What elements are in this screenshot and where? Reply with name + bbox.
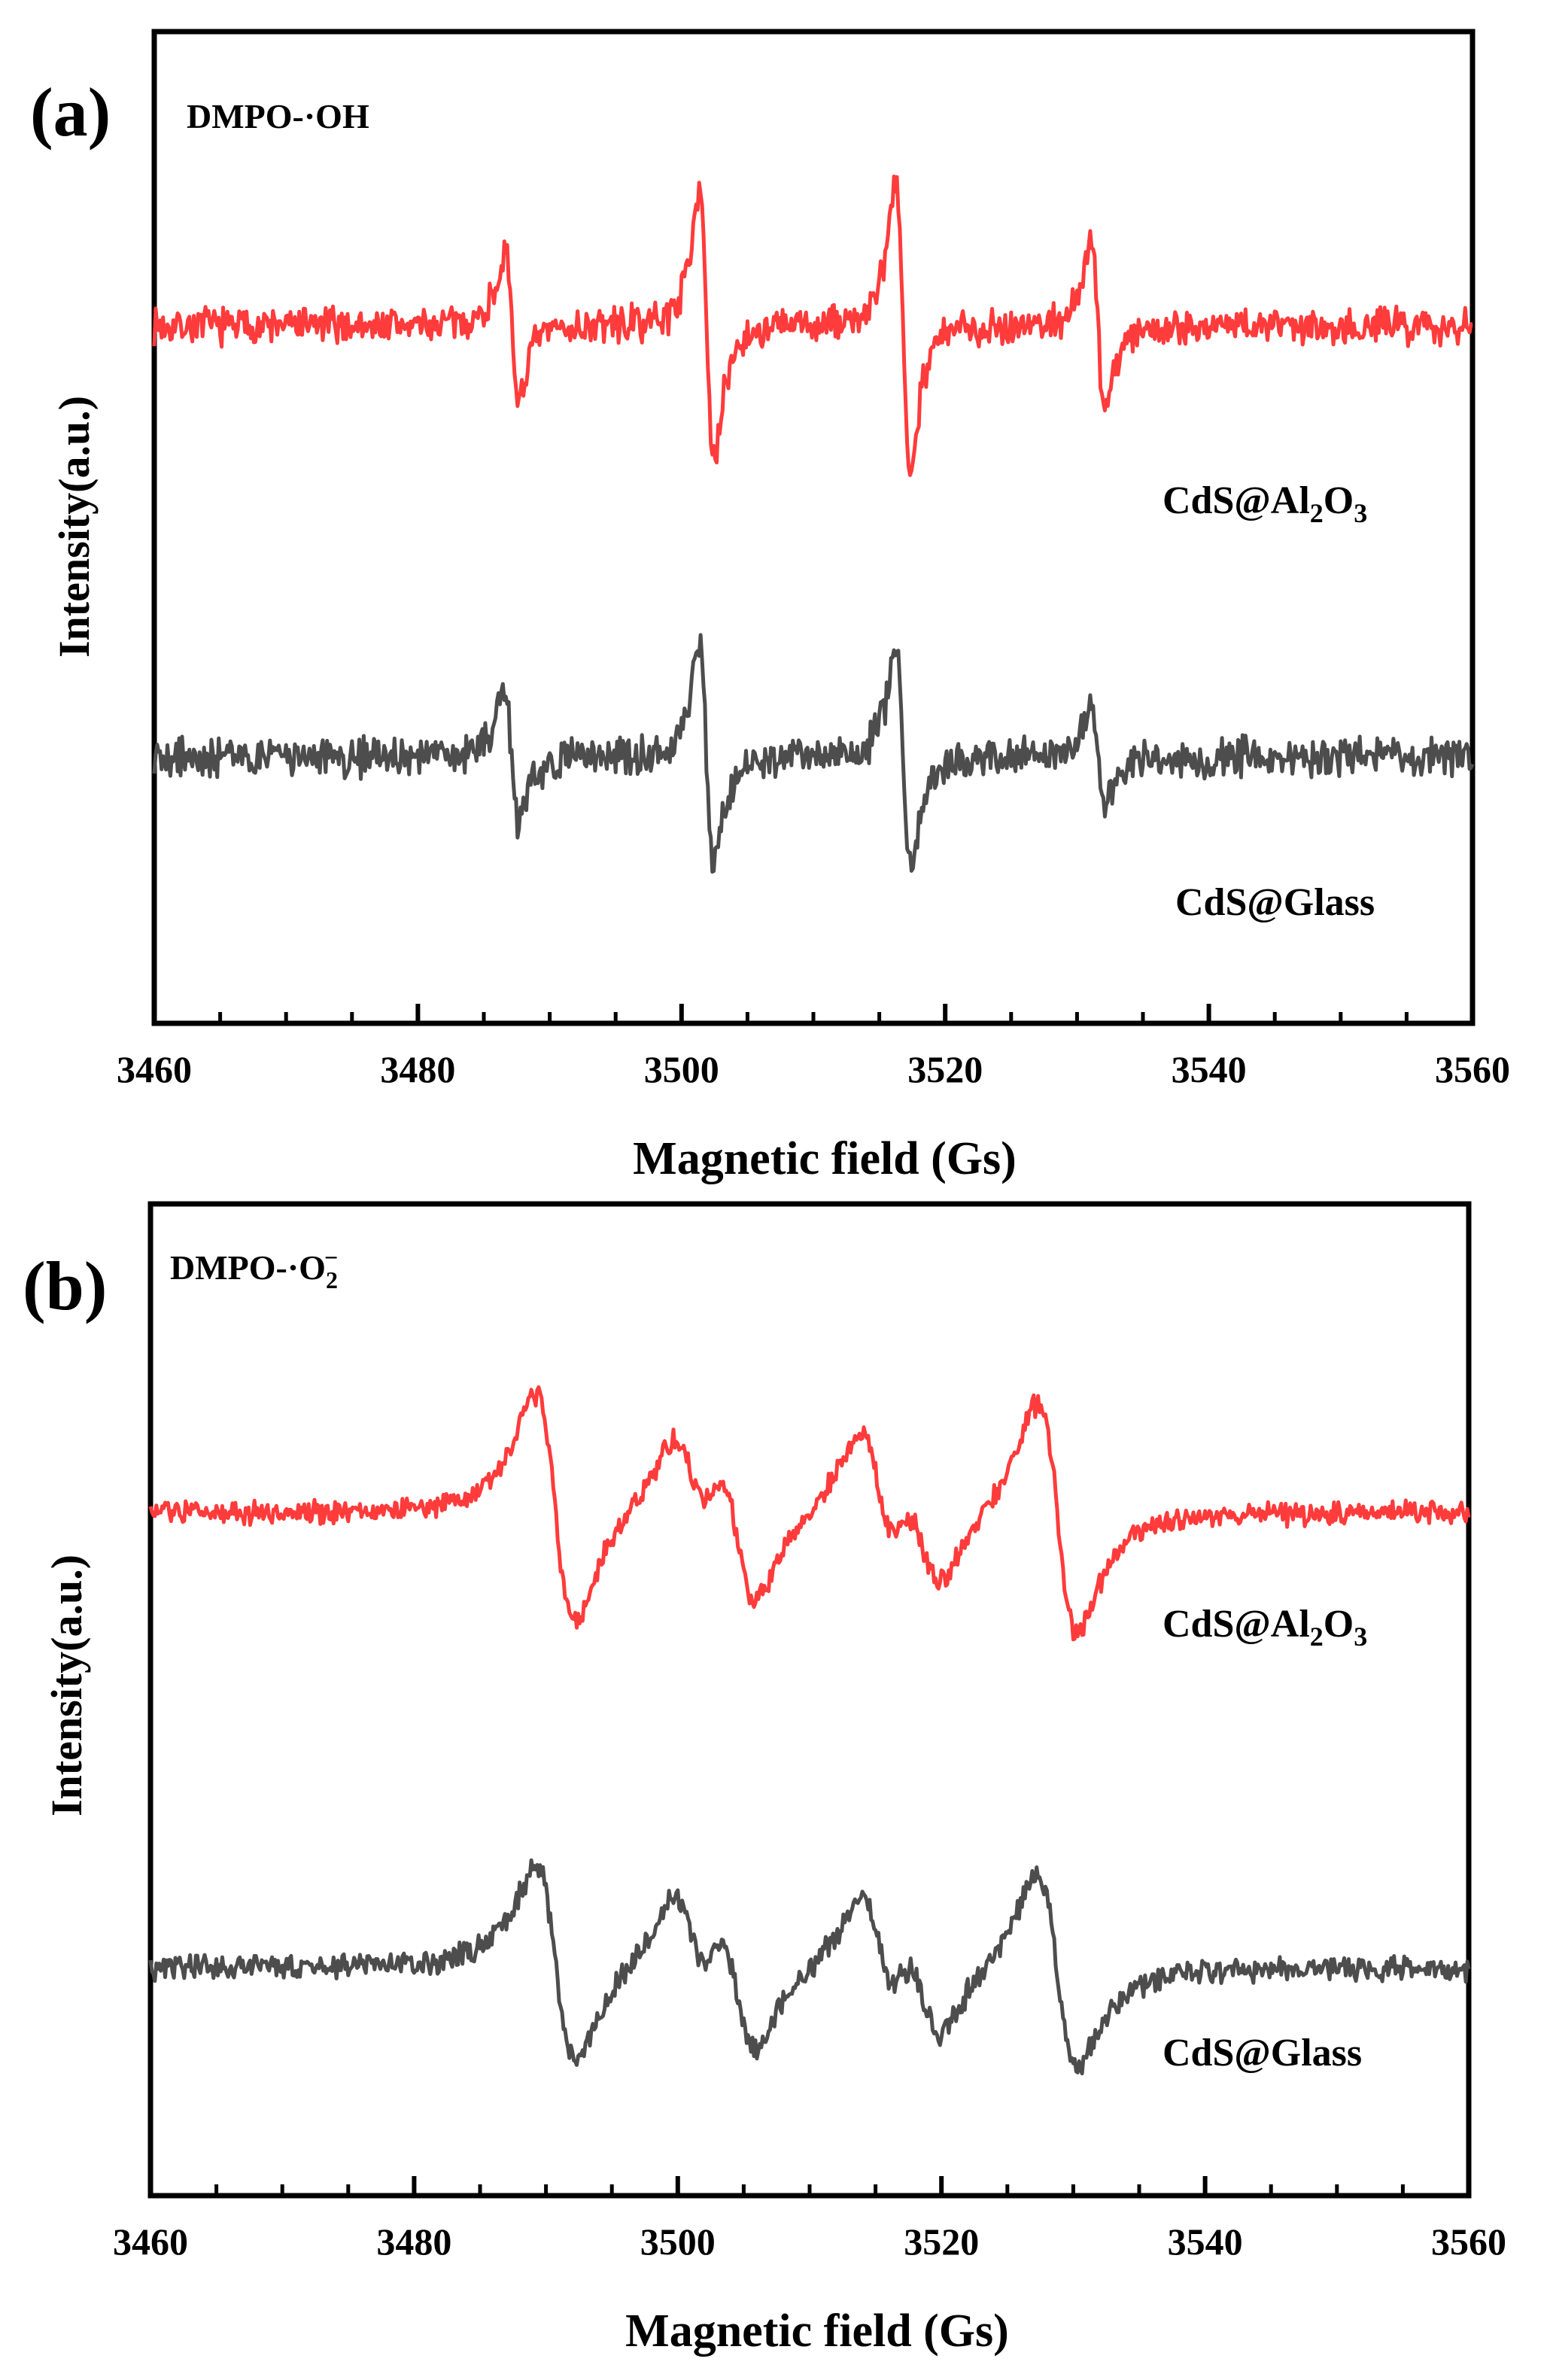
- panel-label-a: (a): [30, 74, 111, 150]
- panel-label-b: (b): [23, 1248, 107, 1324]
- x-tick-label: 3540: [1172, 1048, 1247, 1090]
- x-tick-label: 3480: [376, 2220, 451, 2263]
- traces-b: [148, 1385, 1471, 2076]
- x-tick-label: 3460: [113, 2220, 188, 2263]
- y-axis-title-a: Intensity(a.u.): [50, 396, 99, 658]
- x-tick-label: 3540: [1168, 2220, 1243, 2263]
- annotation-b-sup: −: [324, 1244, 338, 1271]
- x-tick-label: 3560: [1435, 1048, 1510, 1090]
- series-label-b-0: CdS@Al2O3: [1163, 1603, 1367, 1652]
- traces-a: [152, 175, 1475, 874]
- x-tick-label: 3520: [904, 2220, 979, 2263]
- series-label-a-1: CdS@Glass: [1175, 881, 1375, 924]
- series-line-cds-glass: [152, 633, 1475, 874]
- x-tick-label: 3480: [380, 1048, 455, 1090]
- x-tick-label: 3500: [644, 1048, 719, 1090]
- panel-a: 3460 3480 3500 3520 3540 3560 (a) DMPO-·OH Cd…: [30, 29, 1510, 1184]
- x-axis-title-a: Magnetic field (Gs): [633, 1133, 1017, 1184]
- y-axis-title-b: Intensity(a.u.): [42, 1555, 91, 1816]
- x-tick-label: 3500: [640, 2220, 716, 2263]
- panel-b: 3460 3480 3500 3520 3540 3560 (b) DMPO-·O2− C…: [23, 1201, 1506, 2357]
- plot-frame-a: [151, 29, 1476, 1026]
- x-axis-title-b: Magnetic field (Gs): [625, 2306, 1009, 2357]
- annotation-a: DMPO-·OH: [187, 97, 369, 135]
- annotation-a-base: DMPO-·OH: [187, 97, 369, 135]
- x-tick-label: 3560: [1431, 2220, 1506, 2263]
- annotation-b-sub: 2: [326, 1266, 338, 1293]
- series-label-b-1: CdS@Glass: [1163, 2032, 1362, 2075]
- x-ticks-a: 3460 3480 3500 3520 3540 3560: [117, 1004, 1510, 1090]
- annotation-b-base: DMPO-·O: [170, 1248, 326, 1287]
- x-ticks-b: 3460 3480 3500 3520 3540 3560: [113, 2176, 1506, 2263]
- series-label-a-0: CdS@Al2O3: [1163, 479, 1367, 528]
- series-line-cds-al2o3: [152, 175, 1473, 477]
- series-line-cds-glass: [148, 1858, 1471, 2076]
- series-line-cds-al2o3: [148, 1385, 1471, 1642]
- annotation-b: DMPO-·O2−: [170, 1244, 338, 1293]
- x-tick-label: 3460: [117, 1048, 192, 1090]
- x-tick-label: 3520: [907, 1048, 983, 1090]
